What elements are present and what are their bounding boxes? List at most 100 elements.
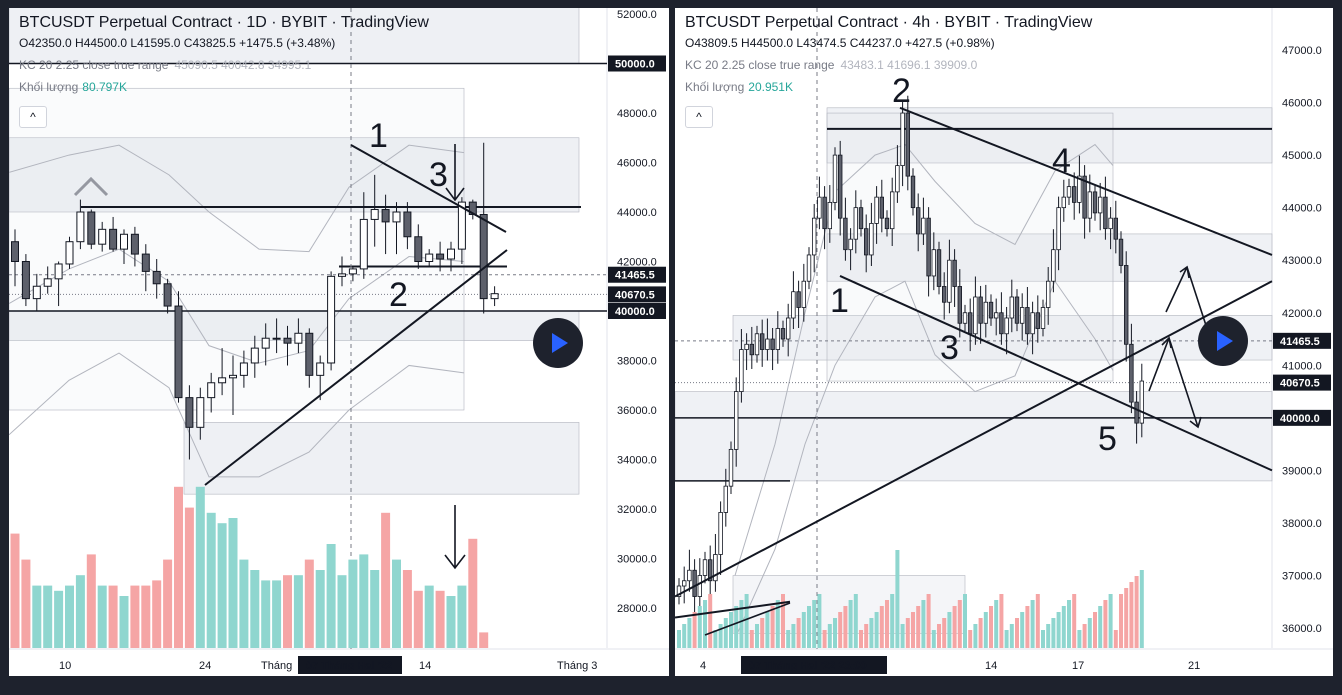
arrow-down-icon [444, 505, 466, 570]
price-tag: 40000.0 [615, 306, 655, 318]
volume-bar [973, 624, 978, 648]
volume-label: Khối lượng [19, 80, 79, 94]
wave-label-3: 3 [429, 156, 448, 194]
candle-down [185, 397, 194, 428]
time-label: 21 [1188, 660, 1200, 672]
candle-down [21, 261, 30, 300]
candle-up [32, 285, 41, 300]
volume-bar [905, 618, 910, 648]
candle-up [1139, 380, 1144, 424]
price-tag-bg [1273, 332, 1331, 349]
volume-bar [1046, 624, 1051, 648]
play-replay-button[interactable] [533, 318, 583, 368]
volume-bar [315, 570, 325, 648]
volume-bar [1020, 612, 1025, 648]
4h-chart-canvas[interactable]: 2 4 1 3 5 47000.0 46000.0 45000.0 44000.0 43000.0… [675, 8, 1333, 676]
candle-up [98, 228, 107, 245]
volume-bar [479, 632, 489, 648]
keltner-mid-line [9, 248, 465, 364]
candle-up [754, 333, 760, 356]
indicator-legend[interactable]: KC 20 2.25 close true range 43483.1 41696… [685, 58, 1092, 72]
candle-down [796, 291, 801, 308]
candle-down [436, 253, 445, 260]
candle-up [425, 253, 434, 262]
candle-down [780, 328, 786, 340]
candle-up [1108, 217, 1113, 230]
candle-up [76, 211, 85, 243]
volume-bar [718, 624, 723, 648]
volume-bar [1051, 618, 1056, 648]
volume-bar [1113, 630, 1118, 648]
volume-bar [43, 585, 53, 648]
candle-up [791, 291, 796, 319]
candle-down [1071, 186, 1077, 203]
candle-up [316, 362, 325, 376]
volume-bar [108, 585, 118, 648]
candle-down [858, 207, 864, 230]
volume-bar [217, 523, 227, 648]
volume-bar [853, 594, 858, 648]
volume-bar [293, 575, 303, 648]
candle-up [392, 211, 401, 223]
volume-bar [921, 600, 926, 648]
trendline-down [350, 144, 507, 233]
candle-down [141, 253, 150, 272]
chart-panel-4h[interactable]: 2 4 1 3 5 47000.0 46000.0 45000.0 44000.0 43000.0… [675, 8, 1333, 676]
time-label: Tháng [261, 660, 292, 672]
keltner-lower-line [9, 352, 465, 478]
candle-up [921, 217, 926, 235]
candle-up [723, 485, 728, 513]
volume-bar [791, 624, 796, 648]
price-tick-label: 45000.0 [1282, 150, 1322, 162]
indicator-legend[interactable]: KC 20 2.25 close true range 45090.5 40042… [19, 58, 429, 72]
candle-up [370, 209, 379, 220]
collapse-legend-button[interactable]: ^ [19, 106, 47, 128]
candle-down [952, 259, 957, 287]
volume-bar [703, 600, 707, 648]
volume-bar [827, 624, 832, 648]
volume-bar [869, 618, 874, 648]
candle-up [702, 559, 708, 576]
price-tick-label: 32000.0 [617, 504, 657, 516]
volume-bar [392, 559, 401, 648]
indicator-values: 43483.1 41696.1 39909.0 [840, 58, 978, 72]
price-tick-label: 41000.0 [1282, 360, 1322, 372]
indicator-name: KC 20 2.25 close true range [685, 58, 835, 72]
candle-up [348, 268, 357, 275]
volume-bar [1139, 570, 1144, 648]
volume-bar [1119, 594, 1123, 648]
daily-chart-canvas[interactable]: 1 3 2 52000.0 50000.0 48000.0 46000.0 44000.0 42… [9, 8, 669, 676]
candle-down [1123, 265, 1129, 345]
symbol-title[interactable]: BTCUSDT Perpetual Contract · 1D · BYBIT … [19, 14, 429, 31]
short-trendline [675, 600, 791, 619]
candle-up [931, 249, 936, 277]
candle-up [54, 263, 63, 280]
volume-bar [424, 585, 434, 648]
candle-up [676, 585, 682, 597]
candle-down [926, 217, 931, 277]
candle-down [174, 305, 183, 399]
candle-down [1118, 238, 1124, 266]
play-replay-button[interactable] [1198, 316, 1248, 366]
volume-legend[interactable]: Khối lượng 80.797K [19, 80, 429, 94]
candle-up [1066, 186, 1072, 198]
candle-down [283, 337, 292, 344]
time-label: 14 [985, 660, 997, 672]
volume-bar [864, 624, 869, 648]
volume-legend[interactable]: Khối lượng 20.951K [685, 80, 1092, 94]
crosshair-time-label: 07 Tháng Hai '22 [306, 660, 392, 672]
symbol-title[interactable]: BTCUSDT Perpetual Contract · 4h · BYBIT … [685, 14, 1093, 31]
candle-down [479, 213, 488, 300]
volume-bar [1108, 594, 1113, 648]
candle-up [801, 280, 806, 308]
candle-up [697, 575, 702, 597]
candle-down [749, 343, 754, 356]
collapse-legend-button[interactable]: ^ [685, 106, 713, 128]
crosshair-time-bg [298, 656, 402, 674]
volume-bar [206, 512, 216, 648]
volume-bar [1134, 576, 1139, 648]
volume-bar [786, 630, 791, 648]
price-tick-label: 44000.0 [617, 207, 657, 219]
candle-up [261, 337, 270, 349]
chart-panel-daily[interactable]: 1 3 2 52000.0 50000.0 48000.0 46000.0 44000.0 42… [9, 8, 669, 676]
